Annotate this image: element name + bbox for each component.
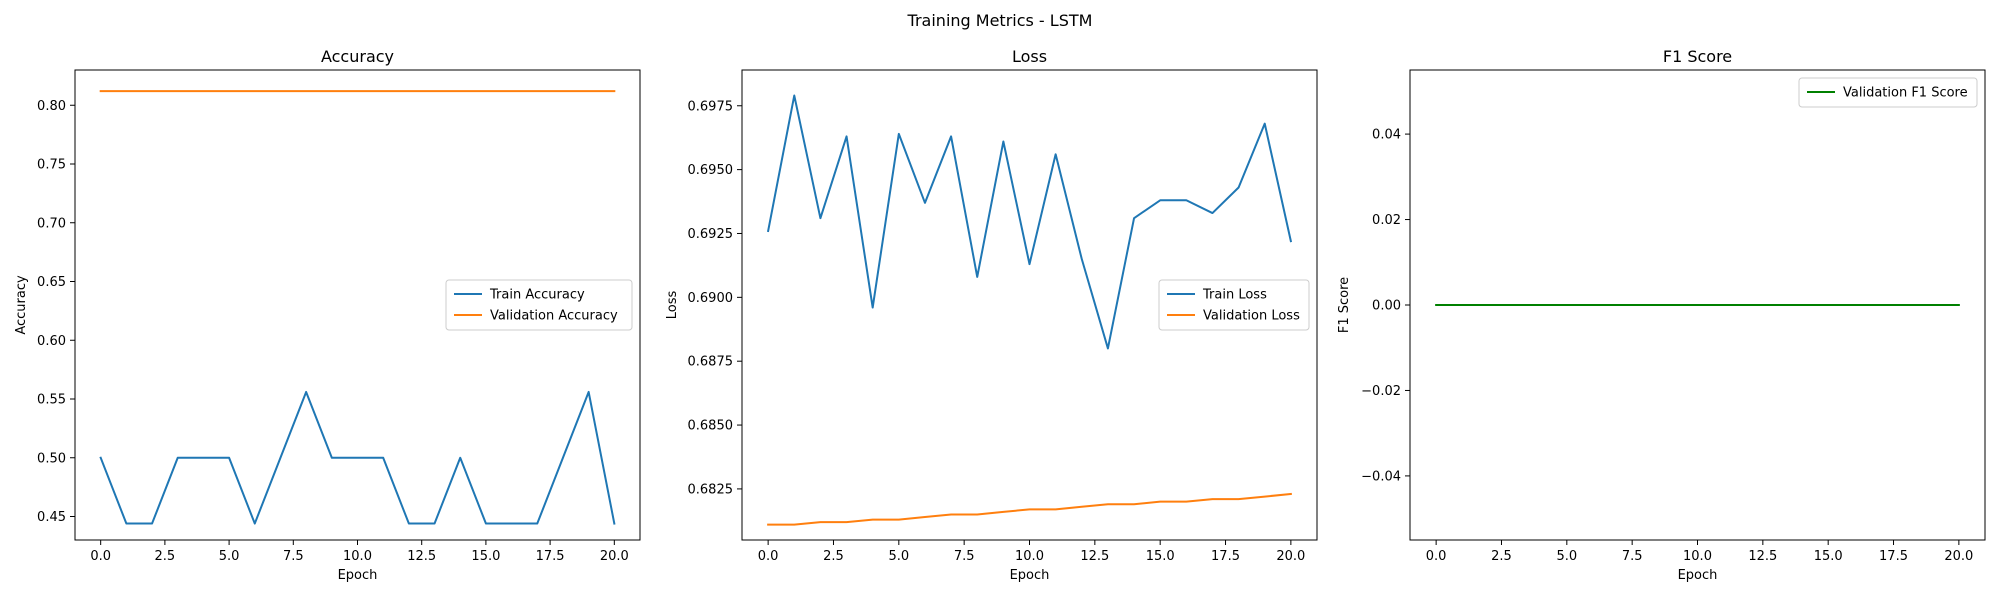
y-tick-label: 0.6925	[688, 227, 734, 242]
legend-label: Train Loss	[1202, 288, 1267, 303]
x-tick-label: 15.0	[1146, 549, 1175, 564]
x-tick-label: 0.0	[758, 549, 779, 564]
x-tick-label: 5.0	[219, 549, 240, 564]
legend-box	[445, 279, 633, 331]
x-tick-label: 10.0	[1683, 549, 1712, 564]
legend-label: Validation F1 Score	[1843, 86, 1968, 101]
x-tick-label: 7.5	[1622, 549, 1643, 564]
x-tick-label: 15.0	[471, 549, 500, 564]
x-tick-label: 10.0	[343, 549, 372, 564]
x-tick-label: 12.5	[1080, 549, 1109, 564]
x-tick-label: 2.5	[155, 549, 176, 564]
legend-label: Validation Loss	[1203, 309, 1300, 324]
x-tick-label: 7.5	[283, 549, 304, 564]
y-tick-label: 0.6975	[688, 99, 734, 114]
y-axis-label: Loss	[665, 291, 680, 320]
y-tick-label: 0.02	[1372, 213, 1401, 228]
legend: Train Loss Validation Loss	[1158, 279, 1310, 331]
y-tick-label: −0.04	[1361, 469, 1401, 484]
chart-title: F1 Score	[1663, 47, 1732, 66]
y-tick-label: 0.60	[37, 334, 66, 349]
x-axis-label: Epoch	[1010, 568, 1050, 583]
x-tick-label: 20.0	[600, 549, 629, 564]
x-tick-label: 17.5	[1211, 549, 1240, 564]
y-tick-label: 0.45	[37, 510, 66, 525]
legend: Train Accuracy Validation Accuracy	[445, 279, 633, 331]
y-tick-label: 0.80	[37, 99, 66, 114]
x-tick-label: 17.5	[1879, 549, 1908, 564]
x-tick-label: 7.5	[954, 549, 975, 564]
series-line-1	[766, 94, 1293, 350]
x-tick-label: 2.5	[823, 549, 844, 564]
y-tick-label: 0.00	[1372, 299, 1401, 314]
x-tick-label: 0.0	[90, 549, 111, 564]
y-tick-label: 0.6950	[688, 163, 734, 178]
x-tick-label: 17.5	[536, 549, 565, 564]
series-line-1	[99, 390, 616, 525]
y-axis-label: Accuracy	[14, 275, 29, 335]
x-tick-label: 12.5	[407, 549, 436, 564]
y-tick-label: 0.70	[37, 216, 66, 231]
y-tick-label: −0.02	[1361, 384, 1401, 399]
y-tick-label: 0.55	[37, 393, 66, 408]
series-line-2	[767, 492, 1292, 526]
x-tick-label: 12.5	[1748, 549, 1777, 564]
chart-panel-3: 0.0 2.5 5.0 7.5 10.0 12.5 15.0 17.5 20.0 −0.04 −0.…	[1337, 47, 1986, 583]
y-tick-label: 0.04	[1372, 128, 1401, 143]
x-tick-label: 5.0	[888, 549, 909, 564]
y-tick-label: 0.6825	[688, 482, 734, 497]
x-tick-label: 15.0	[1814, 549, 1843, 564]
x-tick-label: 5.0	[1556, 549, 1577, 564]
chart-title: Loss	[1012, 47, 1047, 66]
chart-title: Accuracy	[321, 47, 394, 66]
chart-panel-2: 0.0 2.5 5.0 7.5 10.0 12.5 15.0 17.5 20.0 0.6825 0.…	[665, 47, 1318, 583]
legend-box	[1158, 279, 1310, 331]
x-axis-label: Epoch	[1678, 568, 1718, 583]
legend-label: Train Accuracy	[489, 288, 585, 303]
chart-panel-1: 0.0 2.5 5.0 7.5 10.0 12.5 15.0 17.5 20.0 0.45 0.50…	[14, 47, 641, 583]
x-tick-label: 20.0	[1944, 549, 1973, 564]
y-tick-label: 0.50	[37, 451, 66, 466]
legend-label: Validation Accuracy	[490, 309, 618, 324]
y-tick-label: 0.6875	[688, 355, 734, 370]
y-tick-label: 0.6850	[688, 419, 734, 434]
figure-title: Training Metrics - LSTM	[907, 11, 1093, 30]
y-tick-label: 0.6900	[688, 291, 734, 306]
x-axis-label: Epoch	[338, 568, 378, 583]
y-tick-label: 0.75	[37, 158, 66, 173]
legend: Validation F1 Score	[1798, 77, 1978, 108]
x-tick-label: 2.5	[1491, 549, 1512, 564]
y-tick-label: 0.65	[37, 275, 66, 290]
y-axis-label: F1 Score	[1337, 277, 1352, 333]
x-tick-label: 10.0	[1015, 549, 1044, 564]
x-tick-label: 0.0	[1426, 549, 1447, 564]
legend-box	[1798, 77, 1978, 108]
x-tick-label: 20.0	[1276, 549, 1305, 564]
